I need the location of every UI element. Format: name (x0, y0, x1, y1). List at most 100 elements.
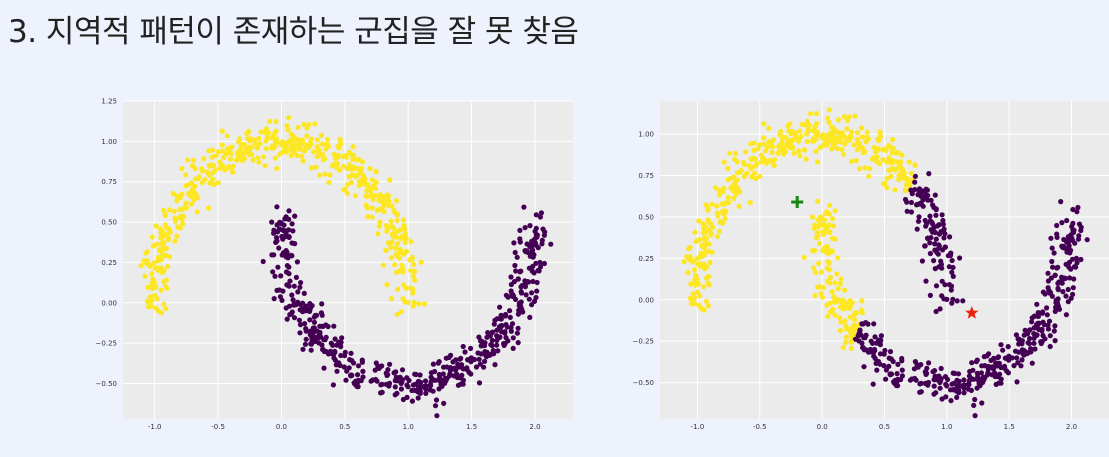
yellow-cluster-point (832, 280, 838, 286)
purple-cluster-point (332, 336, 338, 342)
yellow-cluster-point (849, 158, 855, 164)
yellow-cluster-point (699, 243, 706, 250)
yellow-cluster-point (250, 157, 256, 163)
purple-cluster-point (913, 202, 920, 208)
yellow-cluster-point (880, 181, 887, 187)
yellow-cluster-point (385, 226, 391, 232)
purple-cluster-point (1019, 357, 1025, 363)
purple-cluster-point (986, 351, 992, 357)
yellow-cluster-point (183, 172, 189, 178)
yellow-cluster-point (700, 230, 707, 236)
yellow-cluster-point (750, 155, 757, 161)
purple-cluster-point (529, 250, 535, 256)
yellow-cluster-point (824, 302, 830, 308)
yellow-cluster-point (842, 318, 848, 324)
purple-cluster-point (883, 367, 890, 373)
purple-cluster-point (1071, 276, 1077, 282)
yellow-cluster-point (826, 260, 833, 266)
purple-cluster-point (510, 293, 517, 299)
purple-cluster-point (409, 387, 415, 394)
purple-cluster-point (400, 396, 406, 403)
purple-cluster-point (1055, 296, 1061, 302)
yellow-cluster-point (159, 255, 165, 261)
yellow-cluster-point (308, 136, 314, 142)
yellow-cluster-point (807, 111, 814, 117)
yellow-cluster-point (813, 148, 819, 154)
yellow-cluster-point (741, 161, 748, 168)
purple-cluster-point (1055, 280, 1061, 286)
yellow-cluster-point (209, 154, 215, 160)
yellow-cluster-point (190, 157, 196, 163)
purple-cluster-point (1052, 308, 1058, 314)
purple-cluster-point (954, 298, 960, 304)
yellow-cluster-point (209, 162, 215, 168)
yellow-cluster-point (376, 223, 382, 229)
yellow-cluster-point (872, 149, 879, 155)
purple-cluster-point (452, 365, 458, 371)
purple-cluster-point (383, 381, 389, 387)
yellow-cluster-point (161, 245, 167, 252)
yellow-cluster-point (301, 141, 307, 147)
purple-cluster-point (925, 192, 931, 199)
purple-cluster-point (512, 262, 518, 269)
yellow-cluster-point (877, 129, 883, 135)
purple-cluster-point (981, 354, 987, 360)
purple-cluster-point (453, 357, 459, 363)
yellow-cluster-point (898, 159, 904, 165)
purple-cluster-point (979, 363, 985, 369)
yellow-cluster-point (846, 137, 852, 143)
yellow-cluster-point (349, 172, 355, 178)
purple-cluster-point (1073, 255, 1079, 261)
purple-cluster-point (378, 390, 384, 396)
yellow-cluster-point (388, 244, 394, 250)
yellow-cluster-point (757, 142, 763, 148)
yellow-cluster-point (320, 156, 326, 163)
yellow-cluster-point (772, 157, 778, 163)
yellow-cluster-point (403, 285, 409, 291)
yellow-cluster-point (797, 153, 803, 159)
yellow-cluster-point (754, 161, 760, 167)
yellow-cluster-point (776, 142, 782, 148)
purple-cluster-point (872, 347, 878, 354)
yellow-cluster-point (757, 173, 763, 179)
yellow-cluster-point (388, 296, 395, 302)
purple-cluster-point (331, 323, 337, 329)
yellow-cluster-point (384, 192, 390, 198)
yellow-cluster-point (270, 145, 276, 151)
purple-cluster-point (1011, 363, 1017, 369)
purple-cluster-point (904, 199, 910, 205)
purple-cluster-point (341, 364, 347, 370)
yellow-cluster-point (731, 196, 737, 202)
yellow-cluster-point (358, 165, 364, 171)
purple-cluster-point (933, 308, 939, 315)
purple-cluster-point (1044, 312, 1050, 318)
purple-cluster-point (437, 378, 443, 384)
yellow-cluster-point (830, 306, 836, 312)
yellow-cluster-point (398, 236, 404, 242)
purple-cluster-point (1045, 270, 1051, 276)
yellow-cluster-point (838, 130, 844, 136)
purple-cluster-point (887, 349, 894, 355)
yellow-cluster-point (846, 114, 852, 120)
yellow-cluster-point (832, 208, 838, 214)
purple-cluster-point (1050, 264, 1056, 270)
purple-cluster-point (476, 380, 483, 386)
yellow-cluster-point (333, 155, 339, 162)
yellow-cluster-point (765, 144, 771, 150)
purple-cluster-point (436, 359, 442, 365)
purple-cluster-point (912, 179, 918, 185)
purple-cluster-point (413, 371, 419, 378)
yellow-cluster-point (180, 221, 186, 227)
purple-cluster-point (442, 380, 448, 386)
purple-cluster-point (894, 371, 900, 377)
purple-cluster-point (489, 330, 495, 336)
yellow-cluster-point (299, 153, 305, 159)
purple-cluster-point (334, 361, 340, 367)
purple-cluster-point (355, 372, 361, 378)
yellow-cluster-point (755, 146, 761, 152)
yellow-cluster-point (398, 309, 404, 315)
purple-cluster-point (1040, 309, 1046, 315)
yellow-cluster-point (352, 193, 358, 199)
yellow-cluster-point (306, 121, 312, 128)
purple-cluster-point (931, 258, 937, 264)
